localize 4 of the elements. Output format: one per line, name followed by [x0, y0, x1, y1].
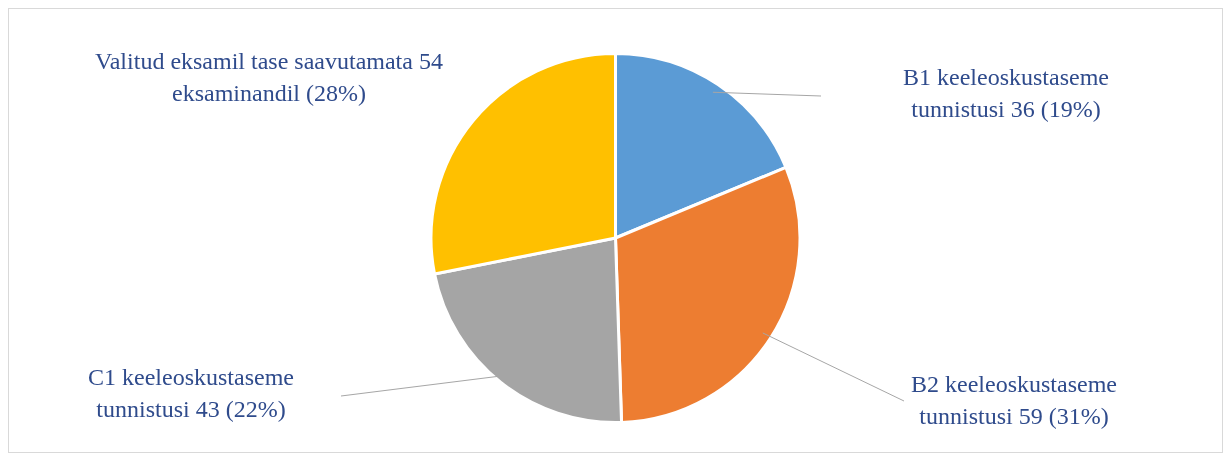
slice-label: Valitud eksamil tase saavutamata 54 eksaminandil (28%): [95, 48, 443, 107]
slice-label: B1 keeleoskustaseme tunnistusi 36 (19%): [903, 64, 1109, 123]
slice-label: C1 keeleoskustaseme tunnistusi 43 (22%): [88, 364, 294, 423]
slice-label: B2 keeleoskustaseme tunnistusi 59 (31%): [911, 371, 1117, 430]
